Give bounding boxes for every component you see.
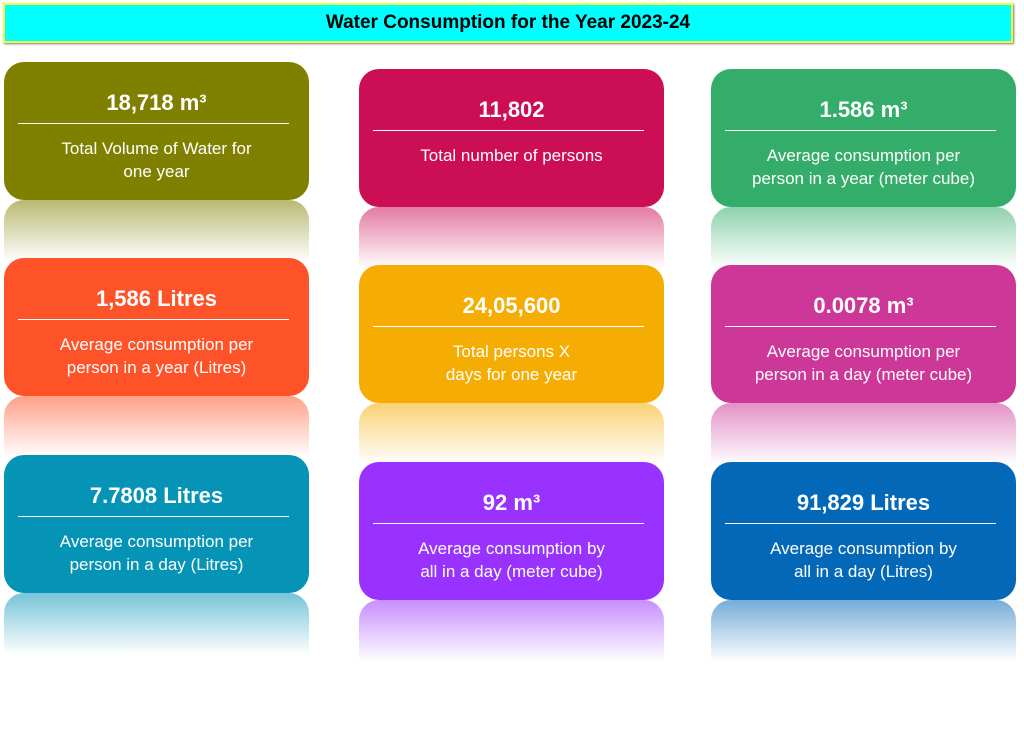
card-avg-person-day-m3: 0.0078 m³ Average consumption per person… [711, 265, 1016, 403]
card-avg-person-day-litres: 7.7808 Litres Average consumption per pe… [4, 455, 309, 593]
card-value: 91,829 Litres [796, 490, 931, 515]
card-label-line: Total persons X [452, 342, 571, 361]
card-value: 11,802 [478, 97, 545, 122]
card-label: Total number of persons [369, 144, 654, 167]
card-divider [18, 319, 289, 320]
card-divider [373, 326, 644, 327]
card-divider [18, 123, 289, 124]
card-reflection [359, 600, 664, 662]
card-reflection [4, 396, 309, 458]
card-divider [725, 326, 996, 327]
card-label: Total Volume of Water for one year [14, 137, 299, 183]
card-reflection [711, 600, 1016, 662]
card-divider [18, 516, 289, 517]
card-label-line: person in a day (Litres) [69, 555, 244, 574]
card-reflection [4, 593, 309, 655]
card-avg-all-day-litres: 91,829 Litres Average consumption by all… [711, 462, 1016, 600]
title-banner: Water Consumption for the Year 2023-24 [3, 3, 1013, 43]
card-value: 7.7808 Litres [89, 483, 224, 508]
card-label: Average consumption per person in a day … [721, 340, 1006, 386]
card-label-line: Average consumption per [766, 146, 961, 165]
card-total-persons: 11,802 Total number of persons [359, 69, 664, 207]
card-label-line: Average consumption by [770, 539, 957, 558]
card-label: Average consumption per person in a day … [14, 530, 299, 576]
page-title: Water Consumption for the Year 2023-24 [325, 12, 691, 33]
card-label-line: one year [123, 162, 190, 181]
card-reflection [359, 403, 664, 465]
card-divider [725, 130, 996, 131]
card-label-line: person in a year (Litres) [66, 358, 247, 377]
card-label-line: Average consumption per [59, 532, 254, 551]
card-label-line: all in a day (Litres) [794, 562, 933, 581]
card-divider [725, 523, 996, 524]
card-label-line: days for one year [445, 365, 578, 384]
card-value: 24,05,600 [462, 293, 561, 318]
card-reflection [711, 403, 1016, 465]
card-value: 0.0078 m³ [813, 293, 914, 318]
card-avg-person-year-litres: 1,586 Litres Average consumption per per… [4, 258, 309, 396]
card-label: Average consumption per person in a year… [14, 333, 299, 379]
card-value: 18,718 m³ [106, 90, 207, 115]
card-value: 1.586 m³ [819, 97, 908, 122]
card-label-line: Total number of persons [420, 146, 603, 165]
card-divider [373, 523, 644, 524]
card-avg-person-year-m3: 1.586 m³ Average consumption per person … [711, 69, 1016, 207]
card-reflection [4, 200, 309, 262]
card-total-person-days: 24,05,600 Total persons X days for one y… [359, 265, 664, 403]
card-value: 1,586 Litres [95, 286, 218, 311]
card-label: Average consumption by all in a day (Lit… [721, 537, 1006, 583]
card-value: 92 m³ [482, 490, 541, 515]
card-total-volume: 18,718 m³ Total Volume of Water for one … [4, 62, 309, 200]
card-label-line: person in a day (meter cube) [754, 365, 973, 384]
card-label-line: Average consumption by [418, 539, 605, 558]
card-label-line: Average consumption per [766, 342, 961, 361]
card-divider [373, 130, 644, 131]
card-label: Total persons X days for one year [369, 340, 654, 386]
card-reflection [359, 207, 664, 269]
card-reflection [711, 207, 1016, 269]
card-label-line: Total Volume of Water for [61, 139, 252, 158]
card-label-line: all in a day (meter cube) [420, 562, 603, 581]
card-label: Average consumption per person in a year… [721, 144, 1006, 190]
card-label: Average consumption by all in a day (met… [369, 537, 654, 583]
card-label-line: person in a year (meter cube) [752, 169, 975, 188]
card-avg-all-day-m3: 92 m³ Average consumption by all in a da… [359, 462, 664, 600]
card-label-line: Average consumption per [59, 335, 254, 354]
